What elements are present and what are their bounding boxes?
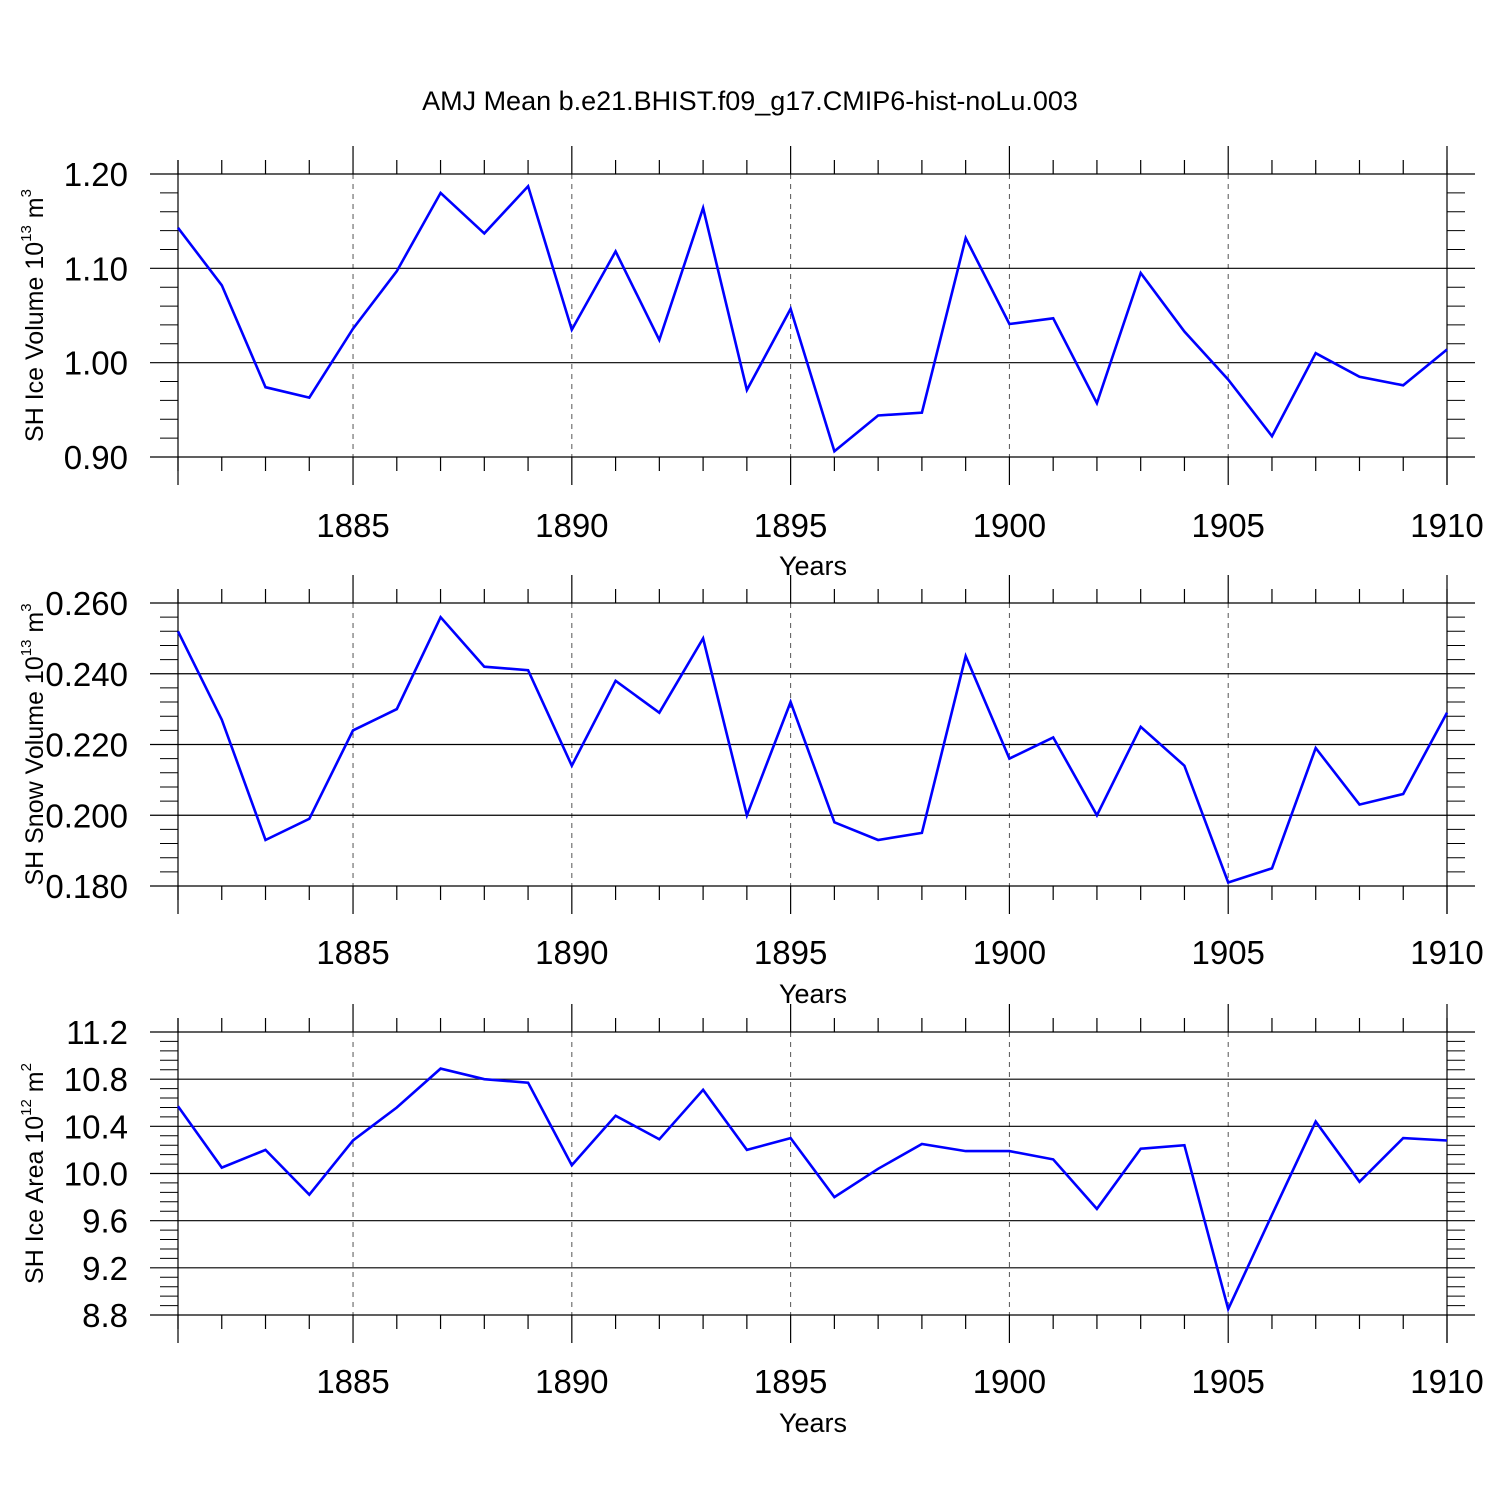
y-tick-label: 0.240 xyxy=(45,656,128,693)
y-tick-label: 8.8 xyxy=(82,1297,128,1334)
x-tick-label: 1895 xyxy=(754,1363,827,1400)
x-tick-label: 1910 xyxy=(1410,934,1483,971)
figure-title: AMJ Mean b.e21.BHIST.f09_g17.CMIP6-hist-… xyxy=(422,86,1078,116)
x-tick-label: 1910 xyxy=(1410,1363,1483,1400)
y-axis-label-main: SH Ice Volume 10 xyxy=(21,242,49,442)
y-tick-label: 0.180 xyxy=(45,868,128,905)
x-tick-label: 1900 xyxy=(973,934,1046,971)
y-tick-label: 0.90 xyxy=(64,439,128,476)
series-line xyxy=(176,183,1448,454)
y-tick-label: 0.260 xyxy=(45,585,128,622)
y-axis-label-exponent: 13 xyxy=(18,640,35,657)
y-tick-label: 1.00 xyxy=(64,345,128,382)
y-axis-label: SH Snow Volume 1013 m3 xyxy=(18,603,49,885)
y-tick-label: 0.200 xyxy=(45,797,128,834)
chart-panel-3: 8.8 9.2 9.6 10.0 10.4 10.8 11.2 1885 1890 1895 190… xyxy=(18,1004,1484,1438)
y-axis-label-unit-exponent: 3 xyxy=(18,603,35,611)
y-axis-label-unit-exponent: 2 xyxy=(18,1063,35,1071)
y-tick-label: 10.4 xyxy=(64,1108,128,1145)
y-axis-label: SH Ice Volume 1013 m3 xyxy=(18,189,49,442)
y-tick-label: 0.220 xyxy=(45,727,128,764)
x-tick-label: 1885 xyxy=(316,934,389,971)
chart-panel-1: 0.90 1.00 1.10 1.20 1885 1890 1895 1900 1905 1910… xyxy=(18,146,1484,581)
y-tick-label: 11.2 xyxy=(66,1014,128,1051)
y-axis-label-main: SH Ice Area 10 xyxy=(21,1116,49,1284)
x-tick-label: 1890 xyxy=(535,1363,608,1400)
x-tick-label: 1890 xyxy=(535,934,608,971)
x-tick-label: 1905 xyxy=(1191,934,1264,971)
y-axis-label-unit: m xyxy=(21,612,49,640)
y-tick-label: 10.8 xyxy=(64,1061,128,1098)
y-tick-label: 1.10 xyxy=(64,250,128,287)
series-line xyxy=(176,1067,1448,1313)
x-tick-label: 1910 xyxy=(1410,507,1483,544)
x-tick-label: 1900 xyxy=(973,507,1046,544)
x-axis-label: Years xyxy=(779,979,847,1009)
x-axis-label: Years xyxy=(779,551,847,581)
y-axis-label-main: SH Snow Volume 10 xyxy=(21,656,49,885)
x-tick-label: 1885 xyxy=(316,1363,389,1400)
y-tick-label: 9.2 xyxy=(82,1250,128,1287)
x-tick-label: 1890 xyxy=(535,507,608,544)
x-tick-label: 1895 xyxy=(754,934,827,971)
y-axis-label-exponent: 13 xyxy=(18,225,35,242)
x-tick-label: 1905 xyxy=(1191,507,1264,544)
chart-panel-2: 0.180 0.200 0.220 0.240 0.260 1885 1890 1895 190… xyxy=(18,575,1484,1009)
y-tick-label: 10.0 xyxy=(64,1156,128,1193)
x-tick-label: 1885 xyxy=(316,507,389,544)
y-axis-label: SH Ice Area 1012 m2 xyxy=(18,1063,49,1284)
x-axis-label: Years xyxy=(779,1408,847,1438)
y-axis-label-unit-exponent: 3 xyxy=(18,189,35,197)
y-tick-label: 1.20 xyxy=(64,156,128,193)
x-tick-label: 1900 xyxy=(973,1363,1046,1400)
y-tick-label: 9.6 xyxy=(82,1203,128,1240)
y-axis-label-unit: m xyxy=(21,197,49,225)
x-tick-label: 1905 xyxy=(1191,1363,1264,1400)
y-axis-label-unit: m xyxy=(21,1071,49,1099)
x-tick-label: 1895 xyxy=(754,507,827,544)
y-axis-label-exponent: 12 xyxy=(18,1099,35,1116)
series-line xyxy=(176,614,1449,885)
